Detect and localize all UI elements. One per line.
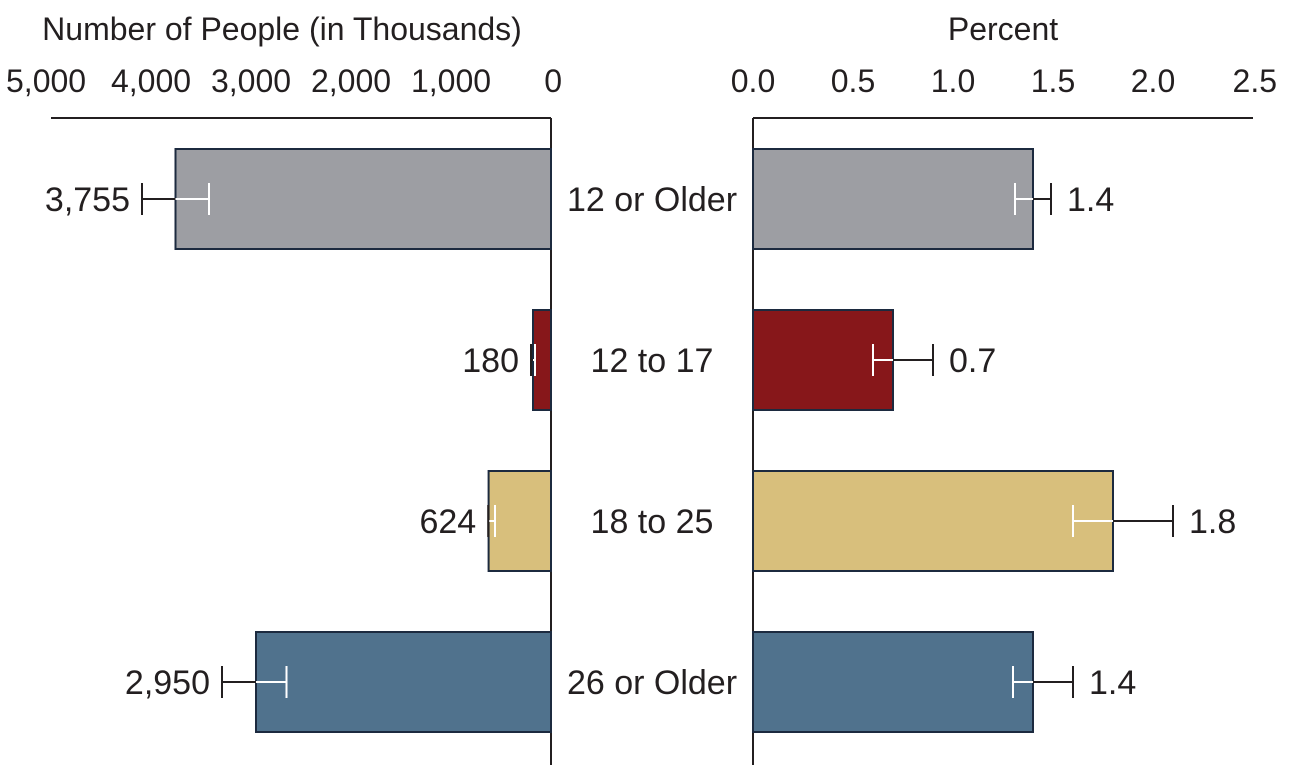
- right-bar: [752, 631, 1034, 733]
- right-value-label: 1.4: [1089, 664, 1136, 702]
- left-value-label: 624: [419, 503, 476, 541]
- right-bar: [752, 148, 1034, 250]
- category-label: 26 or Older: [567, 664, 737, 702]
- right-value-label: 1.8: [1189, 503, 1236, 541]
- left-tick-label: 0: [544, 63, 562, 99]
- left-tick-label: 5,000: [6, 63, 86, 99]
- left-tick-label: 2,000: [311, 63, 391, 99]
- right-tick-label: 2.5: [1233, 63, 1277, 99]
- left-bar: [487, 470, 553, 572]
- left-bar: [174, 148, 552, 250]
- right-tick-label: 1.5: [1031, 63, 1075, 99]
- right-value-label: 1.4: [1067, 181, 1114, 219]
- left-value-label: 180: [462, 342, 519, 380]
- right-value-label: 0.7: [949, 342, 996, 380]
- right-tick-label: 0.5: [831, 63, 875, 99]
- left-tick-label: 4,000: [111, 63, 191, 99]
- category-label: 12 or Older: [567, 181, 737, 219]
- left-value-label: 2,950: [125, 664, 210, 702]
- right-tick-label: 0.0: [731, 63, 775, 99]
- category-label: 12 to 17: [591, 342, 714, 380]
- right-axis-title: Percent: [948, 11, 1058, 47]
- left-value-label: 3,755: [45, 181, 130, 219]
- right-tick-label: 2.0: [1131, 63, 1175, 99]
- left-bar: [255, 631, 552, 733]
- right-bar: [752, 470, 1114, 572]
- left-tick-label: 1,000: [411, 63, 491, 99]
- left-axis-title: Number of People (in Thousands): [42, 11, 522, 47]
- category-label: 18 to 25: [591, 503, 714, 541]
- left-tick-label: 3,000: [211, 63, 291, 99]
- right-tick-label: 1.0: [931, 63, 975, 99]
- right-bar: [752, 309, 894, 411]
